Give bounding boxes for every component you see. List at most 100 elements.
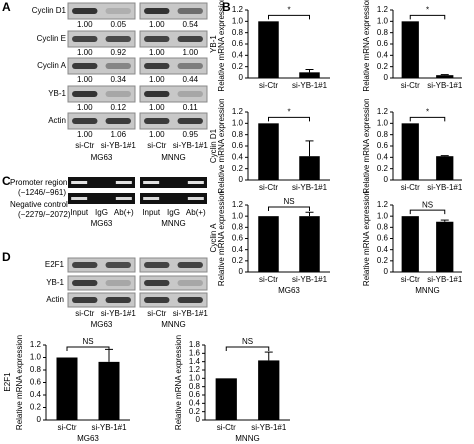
- row-range: (−2279/−2072): [18, 210, 71, 219]
- significance-label: *: [287, 5, 290, 14]
- x-axis-title: MG63: [278, 286, 300, 295]
- blot: [139, 257, 208, 273]
- band: [177, 91, 203, 97]
- row-label: Cyclin E: [37, 34, 66, 43]
- band: [177, 8, 203, 14]
- row-range: (−1246/−961): [18, 188, 66, 197]
- blot: [67, 275, 136, 291]
- blot: [67, 257, 136, 273]
- lane-label: Ab(+): [186, 208, 206, 217]
- lane-label: si-Ctr: [75, 141, 94, 150]
- y-tick-label: 0.2: [30, 403, 42, 412]
- x-tick-label: si-Ctr: [259, 81, 278, 90]
- density-value: 0.92: [110, 48, 126, 57]
- band: [105, 8, 131, 14]
- bar: [401, 123, 419, 180]
- gel-band: [187, 197, 204, 200]
- gel-band: [143, 181, 160, 184]
- blot: [139, 112, 208, 130]
- blot: [139, 292, 208, 308]
- row-label: Promoter region: [10, 178, 67, 187]
- band: [177, 262, 203, 268]
- y-tick-label: 1.8: [189, 340, 201, 349]
- gel-band: [143, 197, 160, 200]
- bar: [436, 75, 454, 78]
- significance-bracket: [409, 14, 446, 20]
- row-label: Cyclin D1: [32, 6, 67, 15]
- density-value: 0.11: [183, 103, 199, 112]
- y-axis-title: Relative mRNA expression: [15, 335, 24, 430]
- blot: [139, 57, 208, 75]
- y-axis-title: Relative mRNA expression: [217, 0, 226, 92]
- density-value: 1.06: [110, 130, 126, 139]
- row-label: Negative control: [10, 200, 68, 209]
- band: [144, 280, 170, 286]
- y-tick-label: 0.2: [232, 164, 244, 173]
- y-tick-label: 0.2: [377, 62, 389, 71]
- band: [105, 91, 131, 97]
- x-tick-label: si-YB-1#1: [292, 81, 328, 90]
- significance-bracket: [268, 14, 310, 20]
- significance-label: NS: [82, 337, 93, 346]
- y-tick-label: 1.2: [232, 5, 244, 14]
- x-tick-label: si-Ctr: [401, 275, 420, 284]
- x-tick-label: si-Ctr: [259, 275, 278, 284]
- y-tick-label: 0.2: [232, 256, 244, 265]
- bar: [56, 357, 78, 420]
- lane-label: IgG: [95, 208, 108, 217]
- density-value: 1.00: [77, 20, 93, 29]
- y-axis-title: Relative mRNA expression: [217, 98, 226, 193]
- panel-label: D: [2, 250, 11, 264]
- row-label: Cyclin D1: [209, 128, 218, 163]
- bar: [98, 361, 120, 420]
- y-tick-label: 0.6: [232, 141, 244, 150]
- bar: [258, 21, 279, 78]
- band: [177, 36, 203, 42]
- blot: [139, 2, 208, 20]
- blot: [67, 30, 136, 48]
- blot: [67, 112, 136, 130]
- bar: [299, 72, 320, 78]
- panel-label: A: [2, 0, 11, 14]
- y-tick-label: 1.2: [189, 365, 201, 374]
- density-value: 0.95: [182, 130, 198, 139]
- lane-label: si-YB-1#1: [173, 141, 209, 150]
- y-axis-title: Relative mRNA expression: [174, 335, 183, 430]
- x-axis-title: MNNG: [235, 434, 259, 443]
- density-value: 1.00: [149, 20, 165, 29]
- y-axis-title: Relative mRNA expression: [217, 191, 226, 286]
- y-tick-label: 0: [384, 175, 389, 184]
- blot: [67, 2, 136, 20]
- bar: [436, 156, 454, 180]
- x-tick-label: si-Ctr: [217, 423, 236, 432]
- density-value: 1.00: [77, 75, 93, 84]
- bar: [401, 21, 419, 78]
- band: [144, 118, 170, 124]
- y-tick-label: 1.2: [377, 200, 389, 209]
- y-tick-label: 1.2: [377, 5, 389, 14]
- gel-band: [71, 197, 88, 200]
- y-tick-label: 0.4: [30, 390, 42, 399]
- band: [105, 63, 131, 69]
- lane-label: Ab(+): [114, 208, 134, 217]
- density-value: 1.00: [182, 48, 198, 57]
- y-tick-label: 1.0: [377, 211, 389, 220]
- y-tick-label: 0.8: [30, 365, 42, 374]
- x-tick-label: si-YB-1#1: [427, 183, 463, 192]
- blot: [67, 292, 136, 308]
- x-tick-label: si-Ctr: [401, 81, 420, 90]
- y-tick-label: 0.8: [377, 130, 389, 139]
- y-tick-label: 0.4: [189, 398, 201, 407]
- y-tick-label: 1.0: [30, 353, 42, 362]
- significance-bracket: [225, 346, 270, 351]
- x-tick-label: si-Ctr: [259, 183, 278, 192]
- row-label: Cyclin A: [209, 223, 218, 253]
- blot: [139, 275, 208, 291]
- band: [72, 8, 98, 14]
- y-axis-title: Relative mRNA expression: [362, 191, 371, 286]
- y-tick-label: 0.2: [377, 256, 389, 265]
- gel: [140, 193, 207, 204]
- density-value: 0.05: [110, 20, 126, 29]
- y-tick-label: 0.6: [232, 39, 244, 48]
